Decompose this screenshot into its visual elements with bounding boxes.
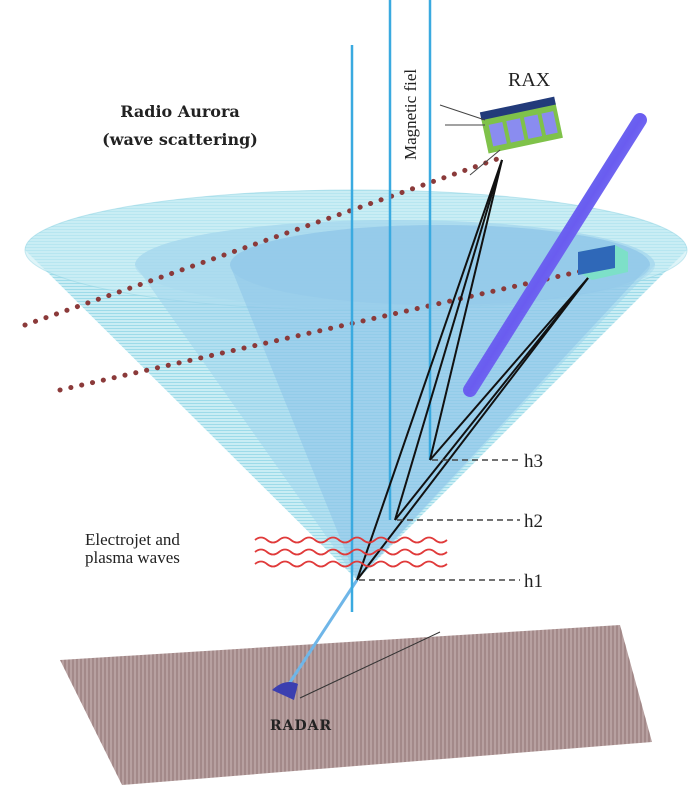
electrojet-label: Electrojet and [85, 530, 180, 549]
ground [60, 625, 652, 785]
satellite-label: RAX [508, 69, 551, 91]
height-label: h1 [524, 571, 543, 592]
height-label: h3 [524, 451, 543, 472]
electrojet-label: plasma waves [85, 548, 180, 567]
title-line: Radio Aurora [120, 102, 239, 121]
diagram: RADAR Magnetic fiel RAX Radio Aurora (wa… [0, 0, 688, 786]
radar-label: RADAR [270, 718, 332, 734]
satellite [480, 97, 563, 154]
title-line: (wave scattering) [102, 130, 258, 149]
field-label: Magnetic fiel [401, 69, 420, 160]
height-label: h2 [524, 511, 543, 532]
